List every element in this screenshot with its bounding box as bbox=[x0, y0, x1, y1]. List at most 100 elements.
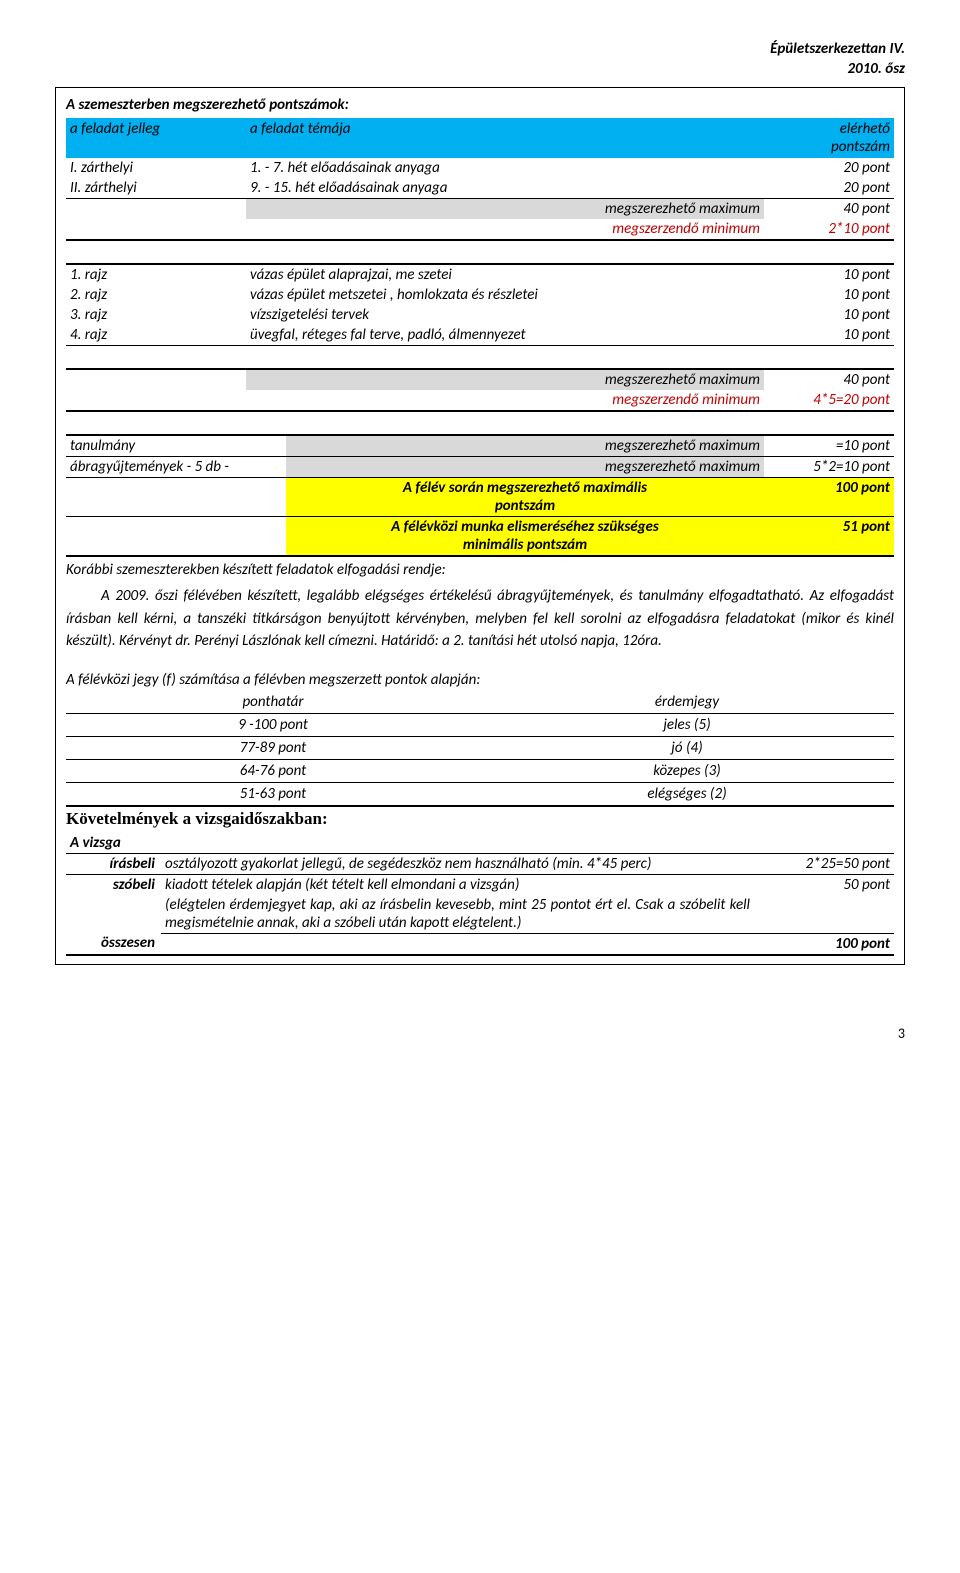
exam-irasbeli-row: írásbeli osztályozott gyakorlat jellegű,… bbox=[66, 853, 894, 874]
grade-range: 51-63 pont bbox=[66, 782, 480, 806]
exam-body-szobeli-1: kiadott tételek alapján (két tételt kell… bbox=[161, 874, 754, 895]
exam-body-irasbeli: osztályozott gyakorlat jellegű, de segéd… bbox=[161, 853, 754, 874]
test-points: 20 pont bbox=[764, 158, 894, 178]
grading-row: 9 -100 pont jeles (5) bbox=[66, 713, 894, 736]
drawing-points: 10 pont bbox=[764, 325, 894, 346]
grade-range: 64-76 pont bbox=[66, 759, 480, 782]
exam-szobeli-row-2: (elégtelen érdemjegyet kap, aki az írásb… bbox=[66, 895, 894, 934]
extras-yellow-row-2: A félévközi munka elismeréséhez szüksége… bbox=[66, 517, 894, 557]
grading-row: 64-76 pont közepes (3) bbox=[66, 759, 894, 782]
exam-label-osszesen: összesen bbox=[66, 933, 161, 955]
drawing-name: 4. rajz bbox=[66, 325, 246, 346]
korabbi-body: A 2009. őszi félévében készített, legalá… bbox=[66, 585, 894, 653]
extras-yellow-mid: A félévközi munka elismeréséhez szüksége… bbox=[286, 517, 764, 557]
drawings-table: 1. rajz vázas épület alaprajzai, me szet… bbox=[66, 263, 894, 346]
header-term: 2010. ősz bbox=[55, 60, 905, 80]
grade-range: 77-89 pont bbox=[66, 736, 480, 759]
summary-min-row: megszerzendő minimum 2*10 pont bbox=[66, 219, 894, 240]
grading-col-range: ponthatár bbox=[66, 691, 480, 714]
extras-yellow-val: 51 pont bbox=[764, 517, 894, 557]
grade-name: közepes (3) bbox=[480, 759, 894, 782]
grade-name: jeles (5) bbox=[480, 713, 894, 736]
page-header: Épületszerkezettan IV. 2010. ősz bbox=[55, 40, 905, 79]
grading-row: 77-89 pont jó (4) bbox=[66, 736, 894, 759]
extras-mid: megszerezhető maximum bbox=[286, 435, 764, 457]
test-row: I. zárthelyi 1. - 7. hét előadásainak an… bbox=[66, 158, 894, 178]
extras-row-2: ábragyűjtemények - 5 db - megszerezhető … bbox=[66, 457, 894, 478]
page-number: 3 bbox=[0, 995, 960, 1052]
test-name: I. zárthelyi bbox=[66, 158, 246, 178]
extras-label: ábragyűjtemények - 5 db - bbox=[66, 457, 286, 478]
header-course: Épületszerkezettan IV. bbox=[55, 40, 905, 60]
test-topic: 1. - 7. hét előadásainak anyaga bbox=[246, 158, 764, 178]
summary-min-val: 2*10 pont bbox=[764, 219, 894, 240]
drawing-name: 3. rajz bbox=[66, 305, 246, 325]
extras-yellow-val: 100 pont bbox=[764, 478, 894, 517]
drawing-row: 4. rajz üvegfal, réteges fal terve, padl… bbox=[66, 325, 894, 346]
col-feladat-jelleg: a feladat jelleg bbox=[66, 118, 246, 158]
exam-val-irasbeli: 2*25=50 pont bbox=[754, 853, 894, 874]
extras-row-1: tanulmány megszerezhető maximum =10 pont bbox=[66, 435, 894, 457]
exam-body-szobeli-2: (elégtelen érdemjegyet kap, aki az írásb… bbox=[161, 895, 754, 934]
grade-range: 9 -100 pont bbox=[66, 713, 480, 736]
summary2-max-val: 40 pont bbox=[764, 369, 894, 390]
extras-val: 5*2=10 pont bbox=[764, 457, 894, 478]
summary-table-2: megszerezhető maximum 40 pont megszerzen… bbox=[66, 368, 894, 412]
grading-header-row: ponthatár érdemjegy bbox=[66, 691, 894, 714]
test-topic: 9. - 15. hét előadásainak anyaga bbox=[246, 178, 764, 199]
exam-szobeli-row-1: szóbeli kiadott tételek alapján (két tét… bbox=[66, 874, 894, 895]
test-points: 20 pont bbox=[764, 178, 894, 199]
main-content-box: A szemeszterben megszerezhető pontszámok… bbox=[55, 87, 905, 965]
exam-osszesen-row: összesen 100 pont bbox=[66, 933, 894, 955]
summary2-min-row: megszerzendő minimum 4*5=20 pont bbox=[66, 390, 894, 411]
col-feladat-tema: a feladat témája bbox=[246, 118, 764, 158]
extras-val: =10 pont bbox=[764, 435, 894, 457]
grade-name: elégséges (2) bbox=[480, 782, 894, 806]
points-header-row: a feladat jelleg a feladat témája elérhe… bbox=[66, 118, 894, 158]
extras-yellow-row-1: A félév során megszerezhető maximális po… bbox=[66, 478, 894, 517]
grading-row: 51-63 pont elégséges (2) bbox=[66, 782, 894, 806]
drawing-row: 1. rajz vázas épület alaprajzai, me szet… bbox=[66, 264, 894, 285]
summary2-min-label: megszerzendő minimum bbox=[246, 390, 764, 411]
drawing-topic: vázas épület metszetei , homlokzata és r… bbox=[246, 285, 764, 305]
summary2-max-row: megszerezhető maximum 40 pont bbox=[66, 369, 894, 390]
extras-table: tanulmány megszerezhető maximum =10 pont… bbox=[66, 434, 894, 557]
page-container: Épületszerkezettan IV. 2010. ősz A szeme… bbox=[0, 0, 960, 995]
summary-max-row: megszerezhető maximum 40 pont bbox=[66, 199, 894, 220]
exam-a-vizsga: A vizsga bbox=[66, 833, 894, 854]
exam-val-szobeli: 50 pont bbox=[754, 874, 894, 895]
summary2-max-label: megszerezhető maximum bbox=[246, 369, 764, 390]
exam-title-row: A vizsga bbox=[66, 833, 894, 854]
extras-mid: megszerezhető maximum bbox=[286, 457, 764, 478]
drawing-topic: vízszigetelési tervek bbox=[246, 305, 764, 325]
drawing-points: 10 pont bbox=[764, 305, 894, 325]
grade-name: jó (4) bbox=[480, 736, 894, 759]
extras-yellow-mid: A félév során megszerezhető maximális po… bbox=[286, 478, 764, 517]
grading-col-grade: érdemjegy bbox=[480, 691, 894, 714]
section-title: A szemeszterben megszerezhető pontszámok… bbox=[66, 96, 894, 114]
extras-label: tanulmány bbox=[66, 435, 286, 457]
points-table-1: a feladat jelleg a feladat témája elérhe… bbox=[66, 118, 894, 241]
drawing-topic: üvegfal, réteges fal terve, padló, álmen… bbox=[246, 325, 764, 346]
grading-table: ponthatár érdemjegy 9 -100 pont jeles (5… bbox=[66, 691, 894, 807]
test-name: II. zárthelyi bbox=[66, 178, 246, 199]
test-row: II. zárthelyi 9. - 15. hét előadásainak … bbox=[66, 178, 894, 199]
summary2-min-val: 4*5=20 pont bbox=[764, 390, 894, 411]
drawing-name: 2. rajz bbox=[66, 285, 246, 305]
exam-table: A vizsga írásbeli osztályozott gyakorlat… bbox=[66, 833, 894, 956]
drawing-points: 10 pont bbox=[764, 285, 894, 305]
summary-min-label: megszerzendő minimum bbox=[246, 219, 764, 240]
drawing-row: 2. rajz vázas épület metszetei , homlokz… bbox=[66, 285, 894, 305]
drawing-name: 1. rajz bbox=[66, 264, 246, 285]
exam-val-osszesen: 100 pont bbox=[754, 933, 894, 955]
summary-max-label: megszerezhető maximum bbox=[246, 199, 764, 220]
drawing-points: 10 pont bbox=[764, 264, 894, 285]
exam-label-irasbeli: írásbeli bbox=[66, 853, 161, 874]
grading-intro: A félévközi jegy (f) számítása a félévbe… bbox=[66, 671, 894, 689]
exam-req-title: Követelmények a vizsgaidőszakban: bbox=[66, 809, 894, 829]
korabbi-title: Korábbi szemeszterekben készített felada… bbox=[66, 561, 894, 579]
summary-max-val: 40 pont bbox=[764, 199, 894, 220]
drawing-topic: vázas épület alaprajzai, me szetei bbox=[246, 264, 764, 285]
exam-label-szobeli: szóbeli bbox=[66, 874, 161, 933]
col-pontszam: elérhető pontszám bbox=[764, 118, 894, 158]
